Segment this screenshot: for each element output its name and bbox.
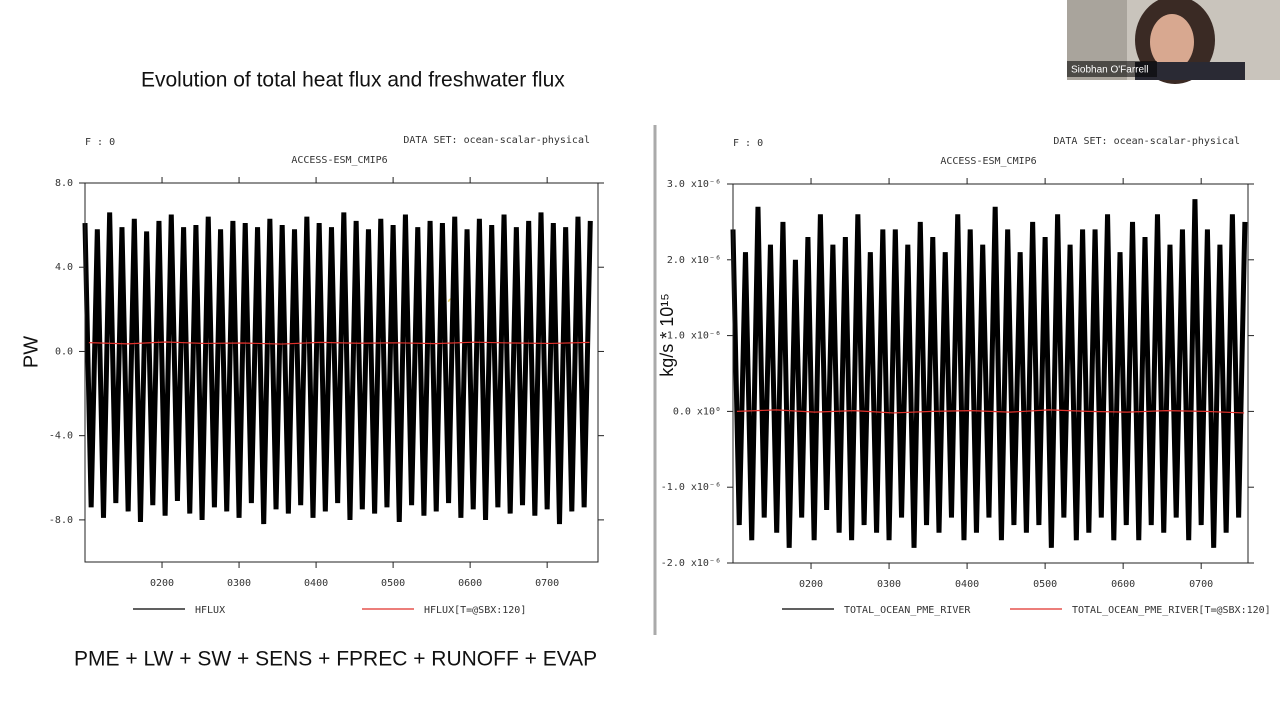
y-tick-label: -1.0 x10⁻⁶	[661, 482, 721, 493]
plot-frame	[84, 182, 599, 563]
legend-label: HFLUX	[195, 605, 225, 616]
x-tick-label: 0300	[877, 579, 901, 590]
dataset-label: DATA SET: ocean-scalar-physical	[403, 135, 590, 146]
dataset-label: DATA SET: ocean-scalar-physical	[1053, 136, 1240, 147]
y-tick-label: 8.0	[55, 178, 73, 189]
name-tag	[1067, 61, 1157, 77]
series-line	[730, 199, 1248, 548]
series-line	[88, 341, 590, 345]
formula: PME + LW + SW + SENS + FPREC + RUNOFF + …	[74, 648, 597, 671]
frame-label: F : 0	[733, 138, 763, 149]
y-tick-label: 2.0 x10⁻⁶	[667, 255, 721, 266]
x-tick-label: 0600	[458, 578, 482, 589]
x-tick-label: 0300	[227, 578, 251, 589]
webcam-body	[1135, 62, 1245, 80]
x-tick-label: 0200	[799, 579, 823, 590]
y-axis-label: PW	[20, 336, 42, 368]
webcam: Siobhan O'Farrell	[1067, 0, 1280, 84]
presenter-name: Siobhan O'Farrell	[1071, 65, 1149, 76]
y-tick-label: -4.0	[49, 431, 73, 442]
chart-title: ACCESS-ESM_CMIP6	[940, 156, 1036, 167]
x-tick-label: 0500	[381, 578, 405, 589]
y-tick-label: -8.0	[49, 515, 73, 526]
x-tick-label: 0400	[304, 578, 328, 589]
y-tick-label: 4.0	[55, 262, 73, 273]
series-line	[82, 212, 593, 525]
x-tick-label: 0700	[1189, 579, 1213, 590]
x-tick-label: 0400	[955, 579, 979, 590]
chart-title: ACCESS-ESM_CMIP6	[291, 155, 387, 166]
webcam-face	[1150, 14, 1194, 70]
y-tick-label: 0.0	[55, 346, 73, 357]
series-line	[736, 409, 1245, 414]
y-tick-label: 1.0 x10⁻⁶	[667, 331, 721, 342]
legend-label: HFLUX[T=@SBX:120]	[424, 605, 526, 616]
frame-label: F : 0	[85, 137, 115, 148]
y-tick-label: 3.0 x10⁻⁶	[667, 179, 721, 190]
plot-frame	[732, 183, 1249, 564]
y-tick-label: -2.0 x10⁻⁶	[661, 558, 721, 569]
legend-label: TOTAL_OCEAN_PME_RIVER	[844, 605, 971, 616]
y-tick-label: 0.0 x10⁰	[673, 406, 721, 417]
x-tick-label: 0200	[150, 578, 174, 589]
x-tick-label: 0500	[1033, 579, 1057, 590]
y-axis-label: kg/s * 10¹⁵	[657, 293, 677, 377]
x-tick-label: 0600	[1111, 579, 1135, 590]
x-tick-label: 0700	[535, 578, 559, 589]
legend-label: TOTAL_OCEAN_PME_RIVER[T=@SBX:120]	[1072, 605, 1271, 616]
slide-title: Evolution of total heat flux and freshwa…	[141, 69, 565, 92]
